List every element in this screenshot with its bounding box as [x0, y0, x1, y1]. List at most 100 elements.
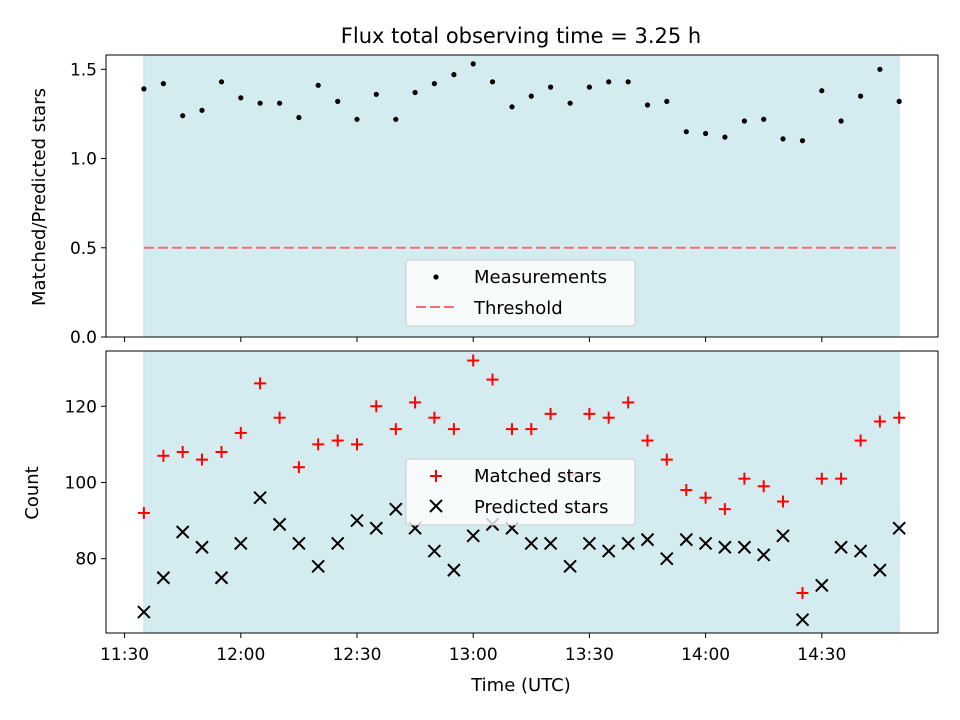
measurement-point — [741, 118, 748, 124]
measurement-point — [567, 100, 573, 106]
measurement-point — [799, 138, 806, 144]
measurement-point — [664, 98, 670, 104]
matched-star-point — [622, 396, 635, 409]
matched-star-point — [254, 377, 267, 390]
measurement-point — [373, 91, 379, 97]
matched-star-point — [195, 453, 208, 466]
bottom-xtick-label: 13:00 — [449, 645, 498, 665]
matched-star-point — [602, 411, 615, 424]
predicted-star-point — [466, 529, 480, 543]
matched-star-point — [428, 411, 441, 424]
top-ytick-label: 0.5 — [70, 239, 97, 259]
count-points — [137, 354, 906, 627]
predicted-star-point — [543, 536, 558, 551]
bottom-ylabel: Count — [22, 466, 43, 519]
matched-star-point — [176, 445, 189, 458]
measurement-point — [393, 116, 399, 122]
matched-star-point — [583, 407, 596, 420]
matched-star-point — [350, 438, 363, 451]
predicted-star-point — [873, 563, 887, 577]
predicted-star-point — [311, 559, 325, 574]
predicted-star-point — [834, 540, 848, 554]
measurement-point — [296, 114, 302, 121]
bottom-xlabel: Time (UTC) — [470, 675, 571, 696]
predicted-star-point — [292, 536, 306, 551]
measurement-point — [335, 98, 341, 104]
legend-predicted-label: Predicted stars — [474, 497, 608, 518]
measurement-point — [141, 86, 147, 92]
predicted-star-point — [718, 540, 732, 554]
legend-measurement-dot-icon — [433, 274, 439, 280]
bottom-axes-frame — [105, 350, 939, 634]
measurement-point — [838, 118, 844, 124]
matched-star-point — [447, 423, 460, 436]
predicted-star-point — [272, 517, 287, 532]
matched-star-point — [757, 480, 770, 493]
measurement-point — [877, 66, 883, 72]
predicted-star-point — [582, 536, 597, 551]
matched-star-point — [157, 449, 170, 462]
top-legend: Measurements Threshold — [405, 259, 636, 327]
matched-star-point — [292, 461, 305, 474]
measurement-point — [780, 136, 786, 142]
measurement-point — [644, 102, 651, 108]
measurement-point — [218, 79, 225, 85]
predicted-star-point — [737, 540, 752, 554]
predicted-star-point — [601, 544, 616, 558]
predicted-star-point — [892, 521, 906, 535]
predicted-star-point — [214, 571, 229, 585]
matched-star-point — [854, 434, 867, 447]
measurement-point — [470, 61, 476, 67]
measurement-point — [761, 116, 767, 122]
matched-star-point — [893, 411, 906, 424]
predicted-star-point — [137, 605, 151, 619]
predicted-star-point — [815, 578, 829, 593]
predicted-star-point — [156, 571, 171, 585]
predicted-star-point — [524, 536, 539, 551]
measurement-point — [238, 95, 244, 101]
predicted-star-point — [330, 536, 345, 551]
measurement-point — [703, 130, 709, 137]
predicted-star-point — [253, 491, 267, 505]
top-x-ticks — [124, 337, 823, 342]
measurement-point — [722, 134, 728, 140]
measurement-point — [160, 81, 166, 87]
matched-star-point — [467, 354, 480, 367]
measurement-point — [489, 79, 496, 85]
predicted-star-point — [660, 551, 674, 566]
bottom-xtick-label: 12:30 — [332, 645, 381, 665]
top-ylabel: Matched/Predicted stars — [29, 88, 50, 306]
matched-star-point — [776, 495, 789, 508]
predicted-star-point — [795, 612, 810, 627]
matched-star-point — [506, 423, 519, 436]
matched-star-point — [738, 472, 751, 485]
matched-star-point — [680, 484, 693, 497]
predicted-star-point — [563, 559, 577, 574]
measurement-point — [354, 116, 360, 122]
legend-threshold-label: Threshold — [473, 298, 563, 319]
bottom-xtick-label: 11:30 — [100, 645, 149, 665]
matched-star-point — [215, 445, 228, 458]
bottom-y-axis: 80 100 120 — [65, 397, 106, 570]
bottom-ytick-label: 120 — [65, 397, 97, 417]
matched-star-point — [873, 415, 886, 428]
chart-title: Flux total observing time = 3.25 h — [341, 24, 701, 48]
measurement-point — [819, 88, 825, 94]
matched-star-point — [835, 472, 848, 485]
top-ytick-label: 1.5 — [70, 60, 97, 80]
predicted-star-point — [640, 532, 655, 547]
predicted-star-point — [175, 525, 190, 539]
matched-star-point — [660, 453, 673, 466]
top-legend-box — [405, 259, 636, 327]
measurement-point — [606, 79, 612, 85]
bottom-xtick-label: 14:00 — [681, 645, 730, 665]
matched-star-point — [389, 423, 402, 436]
predicted-star-point — [369, 521, 383, 535]
measurement-point — [451, 72, 457, 78]
measurement-point — [257, 100, 263, 106]
top-y-axis: 0.0 0.5 1.0 1.5 — [70, 60, 106, 348]
predicted-star-point — [776, 529, 790, 543]
bottom-xtick-label: 12:00 — [216, 645, 265, 665]
top-panel: 0.0 0.5 1.0 1.5 Matched/Predicted stars Mea… — [29, 54, 939, 348]
matched-star-point — [409, 396, 422, 409]
